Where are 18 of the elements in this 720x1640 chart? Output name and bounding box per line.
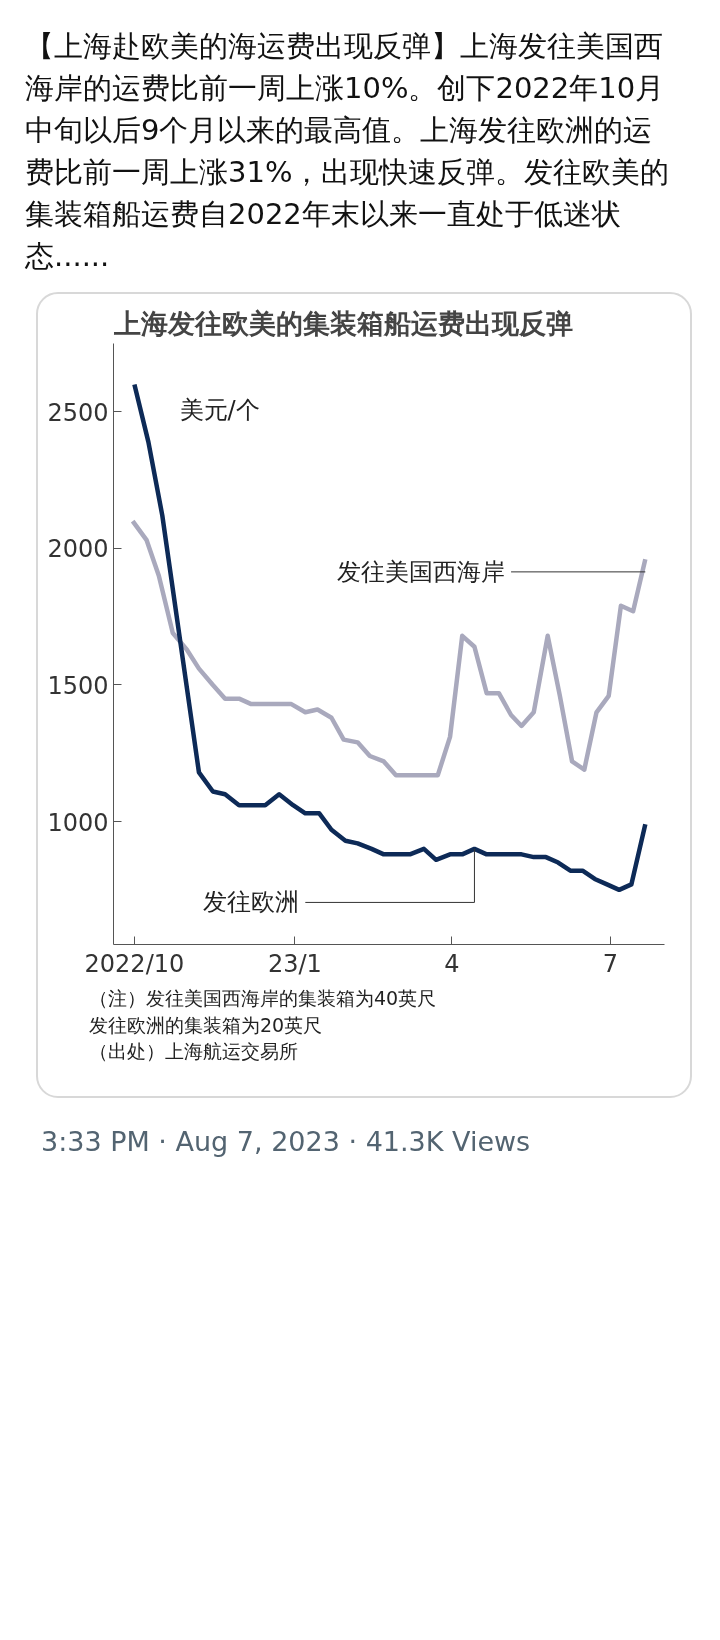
text: 【上海赴欧美的海运费出现反弹】上海发往美国西海岸的运费比前一周上涨10%。创下2022年10月中旬以后9个月以来的最高值。上海发往欧洲的运费比前一周上涨31%，出现快速反弹。发往欧美的集装箱船运费自2022年末以来一直处于低迷状态...... [25,28,671,276]
chart-title: 上海发往欧美的集装箱船运费出现反弹 [112,307,573,339]
x-tick-label: 2022/10 [84,949,185,978]
y-tick-label: 1500 [47,672,109,701]
text: （注）发往美国西海岸的集装箱为40英尺 [89,987,437,1010]
line-series [130,519,648,778]
x-tick-label: 7 [602,949,619,978]
text: 3:33 PM · Aug 7, 2023 · 41.3K Views [41,1125,531,1160]
text: 发往欧洲的集装箱为20英尺 [89,1013,323,1036]
y-tick-label: 2000 [47,535,109,564]
x-tick-label: 23/1 [267,949,322,978]
text: 发往欧洲 [203,888,300,917]
y-axis-title: 美元/个 [179,395,260,424]
x-tick-label: 4 [444,949,460,978]
y-tick-label: 1000 [47,808,109,837]
text: （出处）上海航运交易所 [89,1040,298,1063]
y-tick-label: 2500 [47,399,109,428]
text: 发往美国西海岸 [337,558,506,587]
